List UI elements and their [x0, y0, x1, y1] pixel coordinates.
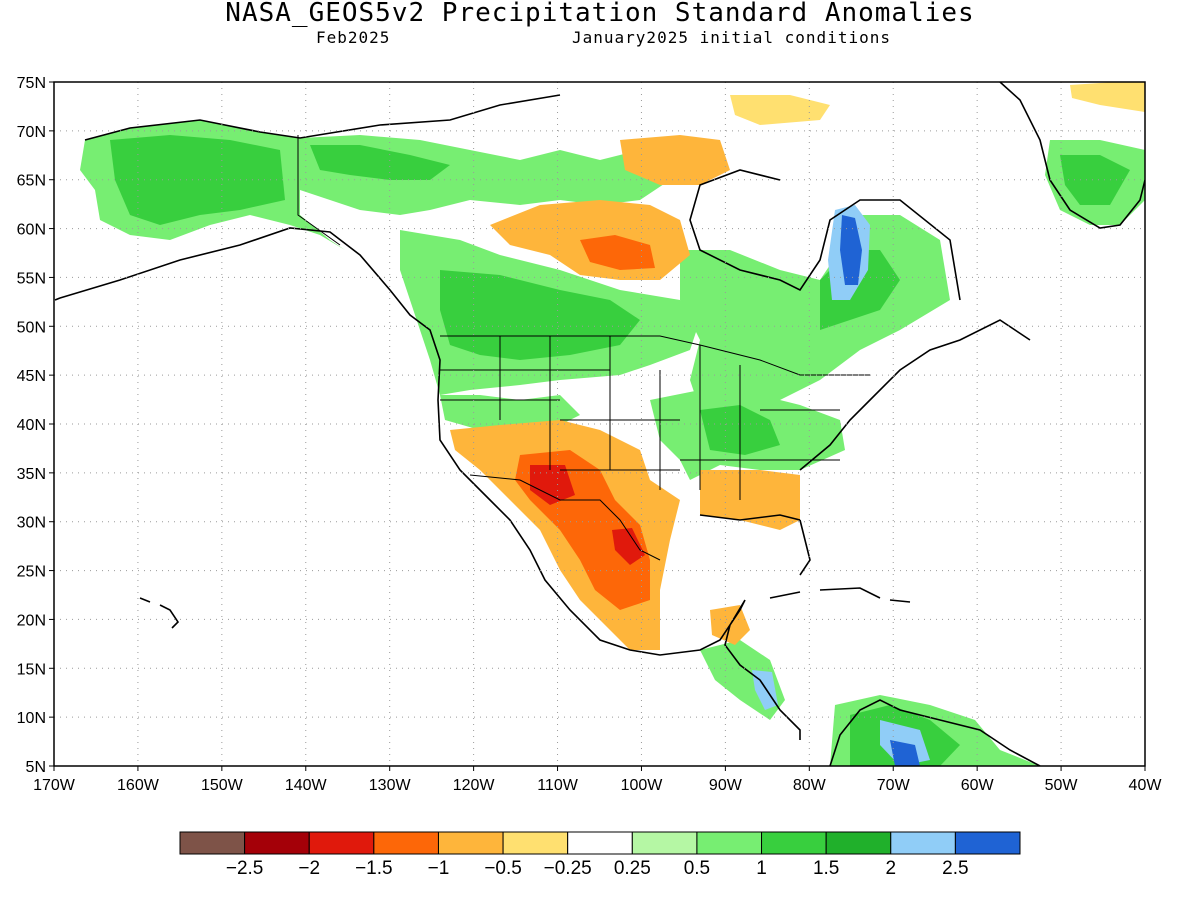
caribbean-islands	[769, 587, 911, 603]
colorbar-box	[761, 831, 827, 855]
lon-tick-label: 100W	[621, 777, 664, 794]
colorbar-label: 1.5	[813, 858, 839, 879]
lon-tick-label: 110W	[537, 777, 579, 794]
baffin-dry-area	[620, 135, 730, 185]
political-borders	[297, 135, 870, 561]
colorbar-box	[179, 831, 246, 855]
lat-tick-label: 75N	[17, 75, 46, 92]
lat-tick-label: 50N	[17, 319, 46, 336]
colorbar-boxes	[179, 831, 1021, 855]
colorbar-label: 2.5	[942, 858, 968, 879]
prairie-strong-wet	[440, 270, 640, 360]
colorbar-box	[308, 831, 375, 855]
texas-extreme-dry	[530, 465, 575, 505]
greenland-dry-area	[1070, 82, 1145, 112]
greenland-coastline	[999, 82, 1145, 229]
north-america-coastline	[54, 94, 1031, 740]
labrador-extreme-wet	[840, 215, 862, 285]
colorbar-box	[696, 831, 763, 855]
colorbar-box	[954, 831, 1021, 855]
colorbar-box	[244, 831, 310, 855]
colorbar-label: −0.25	[544, 858, 592, 879]
colorbar-box	[437, 831, 504, 855]
longitude-labels: 170W 160W 150W 140W 130W 120W 110W 100W 90W 80W 70…	[33, 777, 1162, 794]
lon-tick-label: 50W	[1045, 777, 1079, 794]
lon-tick-label: 130W	[369, 777, 412, 794]
latitude-labels: 5N 10N 15N 20N 25N 30N 35N 40N 45N 50N 55N 60N 65N 70…	[17, 75, 46, 776]
colorbar-labels: −2.5 −2 −1.5 −1 −0.5 −0.25 0.25 0.5 1 1.5 2 2.5	[226, 858, 969, 879]
colorbar-label: −0.5	[484, 858, 522, 879]
hudson-strong-dry	[580, 235, 655, 270]
colorbar-box	[567, 831, 633, 855]
south-america-coastline	[829, 699, 1041, 766]
us-canada-border	[440, 335, 870, 376]
hawaii-islands	[139, 597, 180, 629]
colorbar-box	[890, 831, 956, 855]
lat-tick-label: 30N	[17, 515, 46, 532]
central-america-very-wet	[752, 670, 778, 710]
us-mexico-border	[469, 474, 661, 561]
anomaly-fields	[80, 82, 1145, 766]
lon-tick-label: 160W	[117, 777, 160, 794]
lon-tick-label: 120W	[453, 777, 496, 794]
colorbar-box	[631, 831, 698, 855]
coastlines	[54, 82, 1145, 766]
colorbar-label: −2.5	[226, 858, 264, 879]
lon-tick-label: 80W	[793, 777, 827, 794]
map-gridlines	[54, 82, 1145, 766]
colorbar-label: −2	[298, 858, 320, 879]
lat-tick-label: 60N	[17, 222, 46, 239]
forecast-month: Feb2025	[316, 28, 391, 47]
lat-tick-label: 65N	[17, 173, 46, 190]
lat-tick-label: 5N	[26, 759, 46, 776]
colorbar-label: 2	[885, 858, 896, 879]
colorbar-box	[825, 831, 892, 855]
lat-tick-label: 70N	[17, 124, 46, 141]
lat-tick-label: 15N	[17, 661, 46, 678]
lat-tick-label: 55N	[17, 270, 46, 287]
mexico-extreme-dry	[612, 528, 645, 565]
initial-conditions: January2025 initial conditions	[572, 28, 891, 47]
lat-tick-label: 45N	[17, 368, 46, 385]
lon-tick-label: 170W	[33, 777, 76, 794]
us-state-lines	[440, 336, 840, 500]
south-america-extreme-wet	[890, 740, 920, 766]
colorbar-label: −1.5	[355, 858, 393, 879]
lat-tick-label: 25N	[17, 564, 46, 581]
lon-tick-label: 140W	[285, 777, 328, 794]
lon-tick-label: 150W	[201, 777, 244, 794]
alaska-canada-border	[297, 135, 341, 246]
colorbar-label: 1	[756, 858, 767, 879]
colorbar-label: 0.25	[614, 858, 651, 879]
greenland-strong	[1060, 155, 1130, 205]
axis-ticks	[49, 81, 1146, 771]
colorbar-label: 0.5	[684, 858, 710, 879]
arctic-dry-area	[730, 95, 830, 125]
lat-tick-label: 40N	[17, 417, 46, 434]
lon-tick-label: 60W	[961, 777, 995, 794]
alaska-strong-wet	[110, 135, 285, 225]
colorbar-box	[373, 831, 439, 855]
lat-tick-label: 20N	[17, 612, 46, 629]
map-title: NASA_GEOS5v2 Precipitation Standard Anom…	[225, 0, 975, 28]
colorbar-label: −1	[428, 858, 450, 879]
colorbar-box	[502, 831, 569, 855]
canada-north-strong	[310, 145, 450, 180]
lat-tick-label: 35N	[17, 466, 46, 483]
lon-tick-label: 90W	[709, 777, 743, 794]
lat-tick-label: 10N	[17, 710, 46, 727]
lon-tick-label: 70W	[877, 777, 911, 794]
lon-tick-label: 40W	[1129, 777, 1163, 794]
